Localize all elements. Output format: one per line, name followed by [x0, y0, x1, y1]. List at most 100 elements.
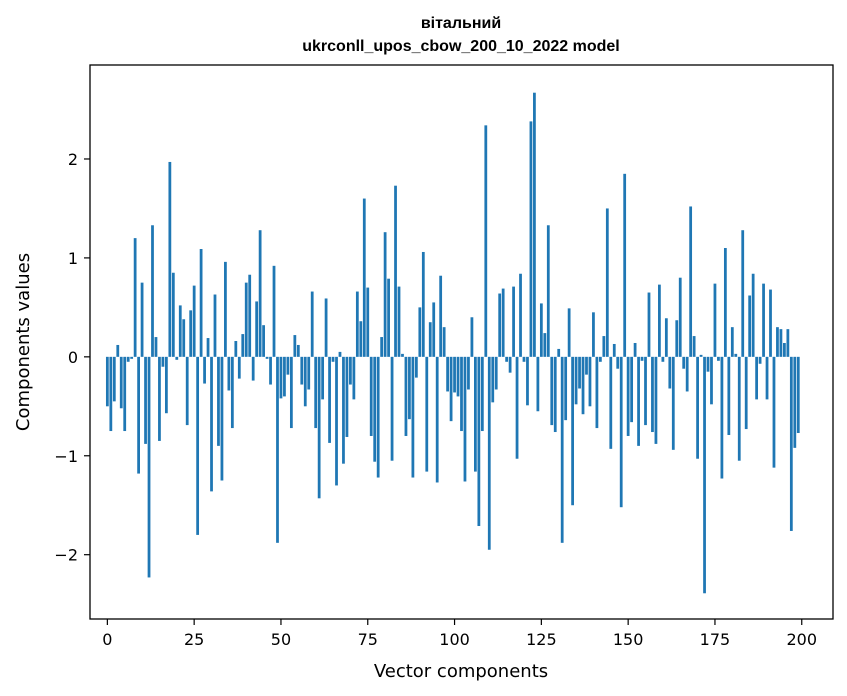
bar-20 — [175, 356, 179, 360]
bar-11 — [144, 356, 147, 444]
bar-199 — [796, 356, 800, 434]
bar-122 — [529, 121, 533, 357]
bar-86 — [404, 356, 408, 436]
bar-112 — [494, 356, 498, 390]
bar-78 — [376, 356, 380, 478]
bar-195 — [783, 342, 786, 357]
bar-87 — [408, 356, 411, 420]
bar-40 — [244, 282, 248, 357]
bar-107 — [477, 356, 481, 527]
bar-189 — [762, 283, 765, 357]
bar-67 — [338, 351, 342, 357]
bar-110 — [487, 356, 491, 550]
bar-76 — [369, 356, 373, 436]
bar-68 — [342, 356, 345, 464]
bar-115 — [505, 356, 509, 362]
bar-22 — [182, 319, 186, 357]
bar-60 — [314, 356, 318, 429]
bar-108 — [480, 356, 484, 432]
chart-title: вітальний — [421, 15, 501, 32]
bar-125 — [539, 303, 543, 357]
bar-30 — [210, 356, 213, 492]
bar-95 — [435, 356, 439, 483]
bar-106 — [473, 356, 477, 472]
y-axis-label: Components values — [13, 253, 34, 431]
bar-187 — [755, 356, 759, 400]
bar-47 — [269, 356, 272, 385]
y-tick-label: 1 — [68, 249, 78, 268]
bar-4 — [119, 356, 123, 409]
bar-16 — [161, 356, 165, 367]
bar-81 — [387, 278, 390, 357]
x-tick-label: 175 — [700, 630, 731, 649]
bar-88 — [411, 356, 415, 478]
bar-80 — [383, 232, 387, 357]
bar-48 — [272, 265, 276, 357]
bar-147 — [616, 356, 620, 369]
bar-8 — [133, 238, 137, 357]
bar-29 — [206, 338, 210, 357]
bar-190 — [765, 356, 769, 400]
bar-71 — [352, 356, 356, 400]
bar-66 — [335, 356, 338, 486]
bar-151 — [630, 356, 634, 423]
x-tick-label: 200 — [786, 630, 817, 649]
bar-9 — [137, 356, 140, 474]
bar-188 — [758, 356, 762, 364]
x-tick-label: 100 — [439, 630, 470, 649]
x-axis-ticks: 0 25 50 75 100 125 150 175 200 — [102, 619, 817, 649]
bar-167 — [685, 356, 689, 392]
bar-97 — [442, 327, 446, 357]
bar-180 — [730, 327, 734, 357]
bar-100 — [453, 356, 456, 393]
bar-130 — [557, 348, 561, 357]
bar-17 — [164, 356, 168, 414]
bar-82 — [390, 356, 394, 461]
bar-59 — [310, 291, 314, 357]
bar-28 — [203, 356, 206, 384]
bar-163 — [671, 356, 675, 450]
bar-62 — [321, 356, 325, 400]
bar-109 — [484, 125, 488, 357]
bar-131 — [560, 356, 564, 543]
bar-7 — [130, 356, 134, 359]
bar-121 — [526, 356, 529, 406]
bar-49 — [276, 356, 279, 543]
bar-113 — [498, 293, 502, 357]
bar-23 — [185, 356, 189, 426]
bar-27 — [199, 249, 203, 357]
x-tick-label: 150 — [613, 630, 644, 649]
bar-124 — [536, 356, 540, 412]
bar-46 — [265, 356, 269, 359]
y-tick-label: −2 — [54, 546, 78, 565]
bar-165 — [678, 277, 682, 357]
bar-54 — [293, 335, 297, 357]
plot-frame — [89, 64, 834, 620]
bar-103 — [463, 356, 467, 482]
bar-1 — [109, 356, 113, 432]
bar-164 — [675, 320, 679, 357]
bar-52 — [286, 356, 290, 375]
bar-149 — [623, 173, 627, 357]
bar-50 — [279, 356, 283, 399]
bar-172 — [703, 356, 706, 594]
bar-36 — [230, 356, 234, 429]
bar-96 — [439, 275, 443, 357]
bars-group — [105, 92, 800, 594]
bar-32 — [217, 356, 220, 446]
bar-98 — [446, 356, 450, 392]
bar-143 — [602, 336, 606, 357]
bar-26 — [196, 356, 200, 535]
bar-161 — [664, 318, 668, 357]
bar-162 — [668, 356, 672, 389]
bar-64 — [328, 356, 331, 443]
bar-77 — [373, 356, 377, 462]
bar-102 — [460, 356, 463, 432]
bar-176 — [717, 356, 720, 361]
bar-139 — [588, 356, 592, 407]
bar-58 — [307, 356, 311, 390]
bar-72 — [355, 291, 359, 357]
bar-0 — [105, 356, 109, 407]
bar-146 — [612, 343, 616, 357]
